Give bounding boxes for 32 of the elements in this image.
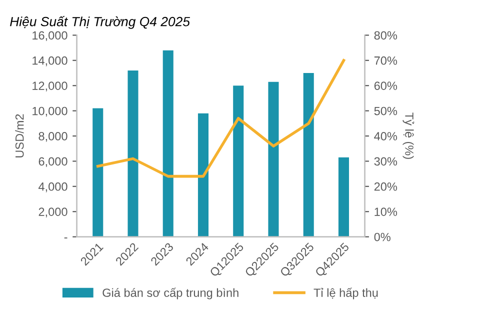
y-tick-label: 4,000 [38,182,68,192]
y2-tick-label: 30% [374,157,398,166]
legend-label: Tỉ lệ hấp thụ [314,288,378,300]
y2-tick-label: 10% [374,208,398,216]
bar [338,157,349,237]
y-axis-title: USD/m2 [15,114,24,158]
bar [162,50,174,237]
y2-tick-label: 20% [374,182,398,191]
y-tick-label: - [64,237,68,238]
bar [198,113,209,237]
y-tick-label: 10,000 [32,106,68,117]
y2-tick-label: 40% [374,132,398,140]
y-tick-label: 14,000 [32,56,68,66]
y-tick-label: 16,000 [32,31,68,41]
bar [303,73,314,237]
y2-tick-label: 70% [374,56,398,65]
bar [128,70,138,237]
y-tick-label: 8,000 [38,132,68,142]
bar [268,82,279,237]
y-tick-label: 12,000 [32,82,68,92]
bar [92,108,104,237]
y2-tick-label: 60% [374,82,398,90]
line-series [96,59,346,178]
y-tick-label: 6,000 [38,157,68,167]
y2-tick-label: 50% [374,106,398,116]
y2-tick-label: 0% [374,232,390,242]
y2-tick-label: 80% [374,31,398,40]
chart-title: Hiệu Suất Thị Trường Q4 2025 [10,16,190,29]
y-tick-label: 2,000 [38,208,68,218]
bar [233,86,244,237]
y2-axis-title: Tỷ lệ (%) [402,112,414,159]
legend-label: Giá bán sơ cấp trung bình [102,288,238,300]
